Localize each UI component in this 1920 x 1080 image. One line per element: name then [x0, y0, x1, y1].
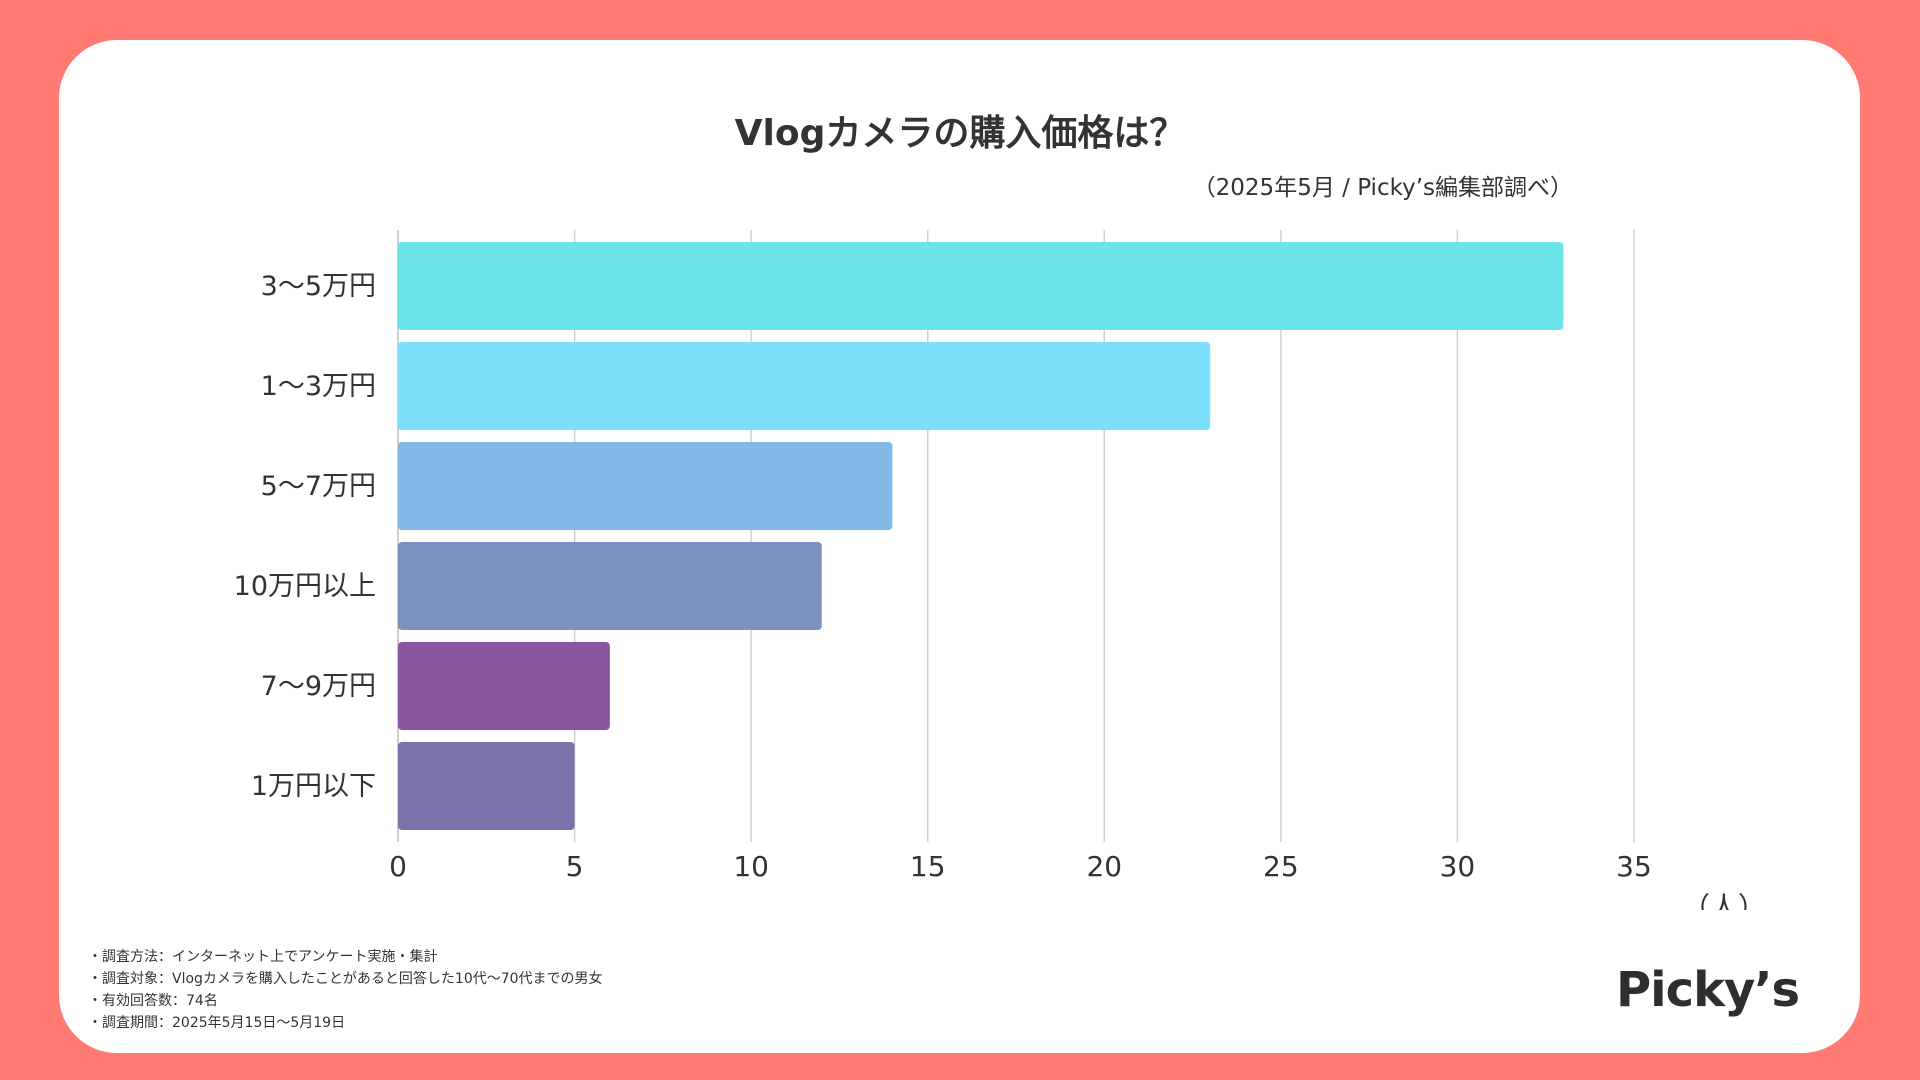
bar-chart: 3〜5万円 1〜3万円 5〜7万円 10万円以上 7〜9万円 1万円以下 0 5 10 15 20 2…	[190, 230, 1840, 910]
x-tick-label-2: 10	[733, 850, 769, 883]
category-label-0: 3〜5万円	[261, 271, 376, 302]
category-label-1: 1〜3万円	[261, 371, 376, 402]
chart-subtitle: （2025年5月 / Picky’s編集部調べ）	[1192, 175, 1573, 201]
category-label-4: 7〜9万円	[261, 671, 376, 702]
brand-logo: Picky’s	[1616, 962, 1800, 1018]
survey-notes: ・調査方法：インターネット上でアンケート実施・集計 ・調査対象：Vlogカメラを…	[88, 946, 603, 1034]
bar-2	[398, 442, 893, 530]
note-method: ・調査方法：インターネット上でアンケート実施・集計	[88, 949, 438, 965]
note-responses: ・有効回答数：74名	[88, 993, 218, 1009]
chart-title: Vlogカメラの購入価格は？	[734, 113, 1186, 154]
note-period: ・調査期間：2025年5月15日〜5月19日	[88, 1015, 346, 1031]
x-tick-label-6: 30	[1440, 850, 1476, 883]
bar-5	[398, 742, 575, 830]
chart-svg: 3〜5万円 1〜3万円 5〜7万円 10万円以上 7〜9万円 1万円以下 0 5 10 15 20 2…	[234, 230, 1766, 910]
bar-1	[398, 342, 1211, 430]
x-tick-label-4: 20	[1086, 850, 1122, 883]
bar-0	[398, 242, 1564, 330]
category-label-2: 5〜7万円	[261, 471, 376, 502]
bar-4	[398, 642, 610, 730]
category-label-5: 1万円以下	[251, 771, 376, 802]
x-tick-label-1: 5	[566, 850, 584, 883]
x-tick-label-5: 25	[1263, 850, 1299, 883]
x-tick-label-3: 15	[910, 850, 946, 883]
x-tick-label-0: 0	[389, 850, 407, 883]
note-target: ・調査対象：Vlogカメラを購入したことがあると回答した10代〜70代までの男女	[88, 971, 603, 987]
x-tick-label-7: 35	[1616, 850, 1652, 883]
category-label-3: 10万円以上	[234, 571, 376, 602]
x-axis-unit-label: （人）	[1682, 891, 1766, 910]
bar-3	[398, 542, 822, 630]
chart-card	[59, 40, 1860, 1053]
